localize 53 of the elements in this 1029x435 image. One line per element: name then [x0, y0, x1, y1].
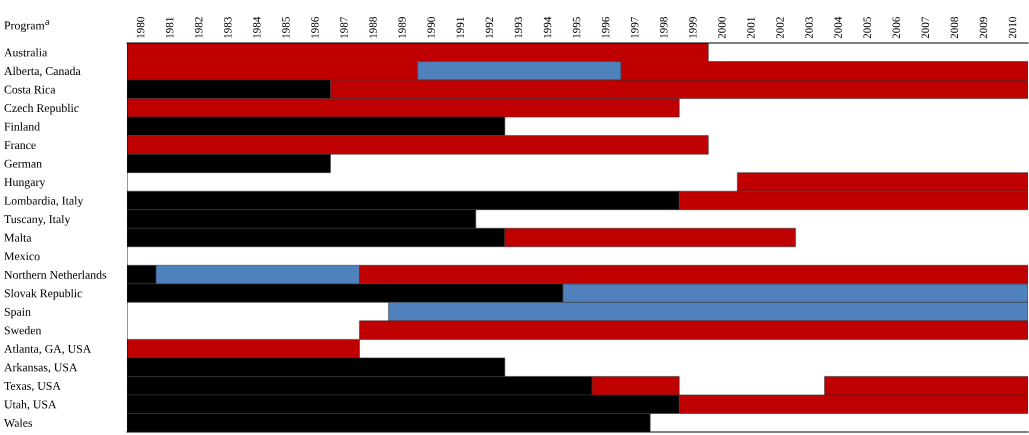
x-tick-label: 2008 [950, 17, 959, 39]
x-tick-label: 1989 [398, 17, 406, 38]
x-tick-label: 1990 [427, 17, 435, 38]
y-tick-label: Texas, USA [4, 381, 61, 392]
y-tick-label: Lombardia, Italy [4, 196, 84, 208]
x-tick-label: 1982 [194, 17, 203, 38]
x-tick-label: 1996 [601, 16, 610, 38]
y-tick-label: Czech Republic [4, 103, 79, 115]
x-tick-label: 1999 [689, 17, 697, 38]
x-tick-label: 2004 [834, 16, 842, 39]
y-tick-label: Alberta, Canada [4, 66, 81, 77]
x-tick-label: 1987 [340, 16, 348, 38]
x-tick-label: 2010 [1008, 17, 1017, 39]
x-tick-label: 2001 [747, 17, 755, 39]
x-tick-label: 1992 [485, 17, 494, 38]
x-tick-label: 1997 [630, 16, 639, 38]
x-tick-label: 2003 [805, 17, 813, 39]
y-tick-label: Sweden [4, 326, 42, 335]
y-tick-label: Tuscany, Italy [4, 214, 71, 226]
x-tick-label: 1991 [456, 17, 465, 38]
x-tick-label: 2007 [921, 16, 930, 39]
y-axis-title: Program$^{a}$ [4, 20, 50, 32]
x-tick-label: 1985 [282, 17, 290, 38]
y-tick-label: Hungary [4, 178, 46, 189]
y-tick-label: Arkansas, USA [4, 363, 78, 374]
x-tick-label: 2006 [892, 16, 900, 39]
y-tick-label: Slovak Republic [4, 288, 82, 300]
x-tick-label: 2005 [863, 17, 871, 39]
x-tick-label: 1984 [253, 16, 261, 38]
y-tick-label: Costa Rica [4, 85, 56, 94]
x-tick-label: 1998 [659, 17, 668, 38]
x-tick-label: 1988 [369, 17, 377, 38]
x-tick-label: 2009 [979, 17, 988, 39]
x-tick-label: 1986 [311, 16, 319, 38]
y-tick-label: Northern Netherlands [4, 270, 107, 279]
x-tick-label: 1983 [224, 17, 232, 38]
x-tick-label: 2002 [776, 17, 784, 39]
y-tick-label: Utah, USA [4, 400, 57, 411]
y-tick-label: German [4, 159, 42, 168]
y-tick-label: Wales [4, 418, 33, 428]
x-tick-label: 1980 [136, 17, 145, 38]
x-tick-label: 1981 [165, 17, 174, 38]
y-tick-label: Australia [4, 48, 48, 57]
x-tick-label: 2000 [718, 17, 726, 39]
x-tick-label: 1994 [543, 16, 552, 38]
y-tick-label: Finland [4, 122, 40, 131]
y-tick-label: France [4, 141, 36, 150]
y-tick-label: Mexico [4, 252, 40, 261]
y-tick-label: Malta [4, 233, 32, 242]
y-tick-label: Atlanta, GA, USA [4, 344, 92, 355]
y-tick-label: Spain [4, 307, 31, 319]
x-tick-label: 1995 [572, 17, 581, 38]
x-tick-label: 1993 [514, 17, 523, 38]
